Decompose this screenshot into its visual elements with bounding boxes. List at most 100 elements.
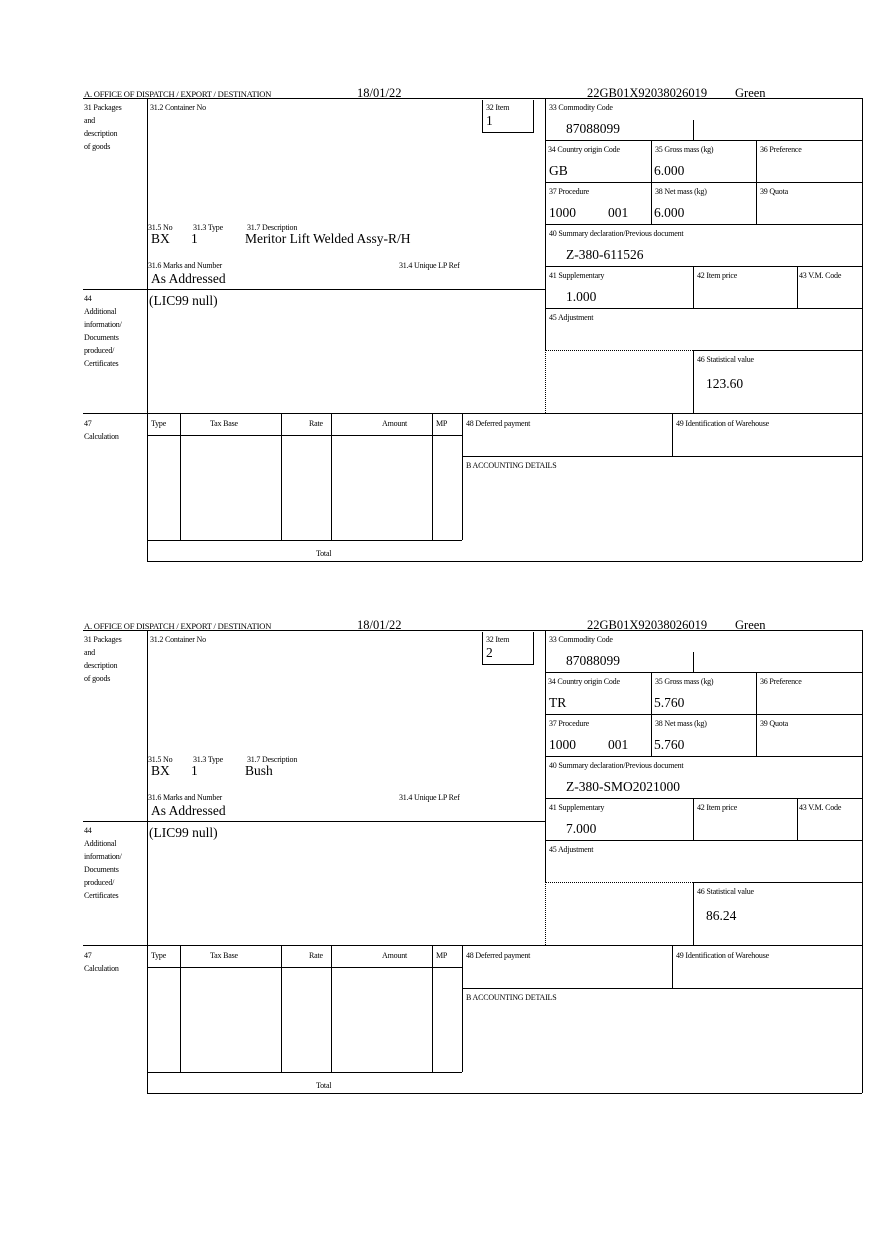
total-label: Total xyxy=(316,549,332,558)
package-count: 1 xyxy=(191,231,198,246)
box44-label: Documents xyxy=(84,865,119,874)
container-no-label: 31.2 Container No xyxy=(150,635,206,644)
goods-description: Bush xyxy=(245,763,273,778)
vm-code-label: 43 V.M. Code xyxy=(799,271,842,280)
unique-lp-label: 31.4 Unique LP Ref xyxy=(399,793,460,802)
quota-label: 39 Quota xyxy=(760,719,788,728)
deferred-payment-label: 48 Deferred payment xyxy=(466,419,531,428)
accounting-details-label: B ACCOUNTING DETAILS xyxy=(466,461,557,470)
box44-label: Additional xyxy=(84,839,117,848)
net-mass: 6.000 xyxy=(654,205,685,220)
declaration-item-form: A. OFFICE OF DISPATCH / EXPORT / DESTINA… xyxy=(0,618,882,1118)
additional-information: (LIC99 null) xyxy=(149,825,218,840)
calc-col-amount: Amount xyxy=(382,419,408,428)
procedure-code: 1000 xyxy=(549,205,576,220)
procedure-additional: 001 xyxy=(608,737,629,752)
commodity-label: 33 Commodity Code xyxy=(549,635,613,644)
no-label: 31.5 No xyxy=(148,223,173,232)
box44-label: Certificates xyxy=(84,359,119,368)
procedure-code: 1000 xyxy=(549,737,576,752)
no-label: 31.5 No xyxy=(148,755,173,764)
commodity-code: 87088099 xyxy=(566,653,620,668)
box44-label: produced/ xyxy=(84,878,115,887)
deferred-payment-label: 48 Deferred payment xyxy=(466,951,531,960)
net-mass-label: 38 Net mass (kg) xyxy=(655,719,707,728)
country-origin: TR xyxy=(549,695,567,710)
office-header: A. OFFICE OF DISPATCH / EXPORT / DESTINA… xyxy=(84,621,272,631)
box47-label: 47 xyxy=(84,419,92,428)
commodity-label: 33 Commodity Code xyxy=(549,103,613,112)
box44-label: 44 xyxy=(84,826,92,835)
additional-information: (LIC99 null) xyxy=(149,293,218,308)
item-price-label: 42 Item price xyxy=(697,803,738,812)
calc-col-mp: MP xyxy=(436,419,448,428)
box44-label: information/ xyxy=(84,852,122,861)
box31-label: of goods xyxy=(84,142,111,151)
gross-mass-label: 35 Gross mass (kg) xyxy=(655,677,714,686)
country-label: 34 Country origin Code xyxy=(548,145,620,154)
box31-label: description xyxy=(84,661,118,670)
statistical-value: 86.24 xyxy=(706,908,737,923)
description-label: 31.7 Description xyxy=(247,223,298,232)
box31-label: 31 Packages xyxy=(84,103,122,112)
goods-description: Meritor Lift Welded Assy-R/H xyxy=(245,231,411,246)
calc-col-tax-base: Tax Base xyxy=(210,419,238,428)
net-mass-label: 38 Net mass (kg) xyxy=(655,187,707,196)
type-label: 31.3 Type xyxy=(193,755,223,764)
calc-col-rate: Rate xyxy=(309,951,323,960)
box31-label: of goods xyxy=(84,674,111,683)
supplementary-label: 41 Supplementary xyxy=(549,271,605,280)
quota-label: 39 Quota xyxy=(760,187,788,196)
warehouse-label: 49 Identification of Warehouse xyxy=(676,419,769,428)
type-label: 31.3 Type xyxy=(193,223,223,232)
calc-col-type: Type xyxy=(151,419,167,428)
box44-label: Certificates xyxy=(84,891,119,900)
box31-label: 31 Packages xyxy=(84,635,122,644)
unique-lp-label: 31.4 Unique LP Ref xyxy=(399,261,460,270)
total-label: Total xyxy=(316,1081,332,1090)
declaration-reference: 22GB01X92038026019 xyxy=(587,86,708,100)
supplementary-label: 41 Supplementary xyxy=(549,803,605,812)
date: 18/01/22 xyxy=(357,86,402,100)
marks-value: As Addressed xyxy=(151,803,226,818)
date: 18/01/22 xyxy=(357,618,402,632)
summary-document: Z-380-SMO2021000 xyxy=(566,779,680,794)
box44-label: 44 xyxy=(84,294,92,303)
route-status: Green xyxy=(735,86,766,100)
box44-label: produced/ xyxy=(84,346,115,355)
box47-label: 47 xyxy=(84,951,92,960)
country-label: 34 Country origin Code xyxy=(548,677,620,686)
procedure-label: 37 Procedure xyxy=(549,187,590,196)
marks-label: 31.6 Marks and Number xyxy=(148,793,223,802)
item-number: 2 xyxy=(486,645,493,660)
box47-label: Calculation xyxy=(84,432,119,441)
supplementary-units: 7.000 xyxy=(566,821,597,836)
box31-label: description xyxy=(84,129,118,138)
summary-label: 40 Summary declaration/Previous document xyxy=(549,761,684,770)
statistical-value-label: 46 Statistical value xyxy=(697,355,754,364)
route-status: Green xyxy=(735,618,766,632)
calc-col-rate: Rate xyxy=(309,419,323,428)
statistical-value-label: 46 Statistical value xyxy=(697,887,754,896)
box44-label: Additional xyxy=(84,307,117,316)
accounting-details-label: B ACCOUNTING DETAILS xyxy=(466,993,557,1002)
declaration-item-form: A. OFFICE OF DISPATCH / EXPORT / DESTINA… xyxy=(0,86,882,586)
calc-col-type: Type xyxy=(151,951,167,960)
net-mass: 5.760 xyxy=(654,737,685,752)
procedure-label: 37 Procedure xyxy=(549,719,590,728)
item-number: 1 xyxy=(486,113,493,128)
box44-label: Documents xyxy=(84,333,119,342)
preference-label: 36 Preference xyxy=(760,145,802,154)
gross-mass: 6.000 xyxy=(654,163,685,178)
warehouse-label: 49 Identification of Warehouse xyxy=(676,951,769,960)
summary-label: 40 Summary declaration/Previous document xyxy=(549,229,684,238)
gross-mass: 5.760 xyxy=(654,695,685,710)
adjustment-label: 45 Adjustment xyxy=(549,313,594,322)
office-header: A. OFFICE OF DISPATCH / EXPORT / DESTINA… xyxy=(84,89,272,99)
marks-value: As Addressed xyxy=(151,271,226,286)
package-kind: BX xyxy=(151,231,170,246)
item-price-label: 42 Item price xyxy=(697,271,738,280)
calc-col-amount: Amount xyxy=(382,951,408,960)
package-kind: BX xyxy=(151,763,170,778)
